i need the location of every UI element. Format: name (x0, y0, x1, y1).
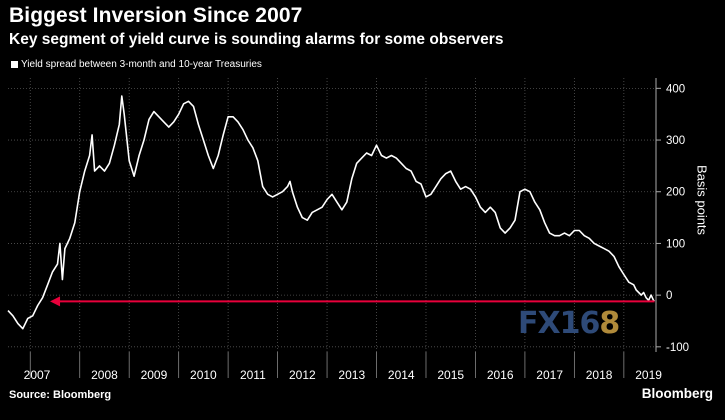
y-tick-label: 100 (666, 238, 685, 250)
axes: -100 0 100 200 300 400 2007 2008 2009 2010 2011 201… (24, 78, 689, 382)
grid-lines (8, 78, 656, 352)
legend-label: Yield spread between 3-month and 10-year… (21, 59, 262, 70)
x-tick-label: 2016 (487, 368, 514, 382)
x-tick-label: 2013 (338, 368, 365, 382)
legend: Yield spread between 3-month and 10-year… (11, 59, 262, 70)
x-tick-label: 2011 (240, 368, 266, 382)
series-layer (7, 95, 656, 330)
y-tick-label: 400 (666, 83, 685, 95)
bloomberg-logo: Bloomberg (641, 386, 713, 401)
y-tick-label: 0 (666, 290, 672, 302)
x-tick-label: 2019 (635, 368, 662, 382)
x-tick-label: 2010 (190, 368, 217, 382)
x-tick-label: 2007 (24, 368, 51, 382)
x-tick-label: 2015 (437, 368, 464, 382)
y-axis-label: Basis points (694, 164, 710, 236)
chart-title: Biggest Inversion Since 2007 (9, 4, 303, 27)
y-tick-label: 200 (666, 187, 685, 199)
arrow-head (50, 296, 61, 307)
x-tick-label: 2014 (388, 368, 415, 382)
annotations (50, 296, 655, 307)
source-note: Source: Bloomberg (9, 389, 112, 401)
chart-subtitle: Key segment of yield curve is sounding a… (9, 31, 504, 48)
x-tick-label: 2017 (536, 368, 563, 382)
legend-swatch (11, 61, 18, 68)
x-tick-label: 2009 (141, 368, 168, 382)
y-tick-label: 300 (666, 135, 685, 147)
x-tick-label: 2018 (586, 368, 613, 382)
fx168-watermark-logo: FX168 (518, 306, 620, 341)
y-tick-label: -100 (666, 342, 689, 354)
x-tick-label: 2012 (289, 368, 316, 382)
series-line (7, 95, 656, 330)
x-tick-label: 2008 (91, 368, 118, 382)
